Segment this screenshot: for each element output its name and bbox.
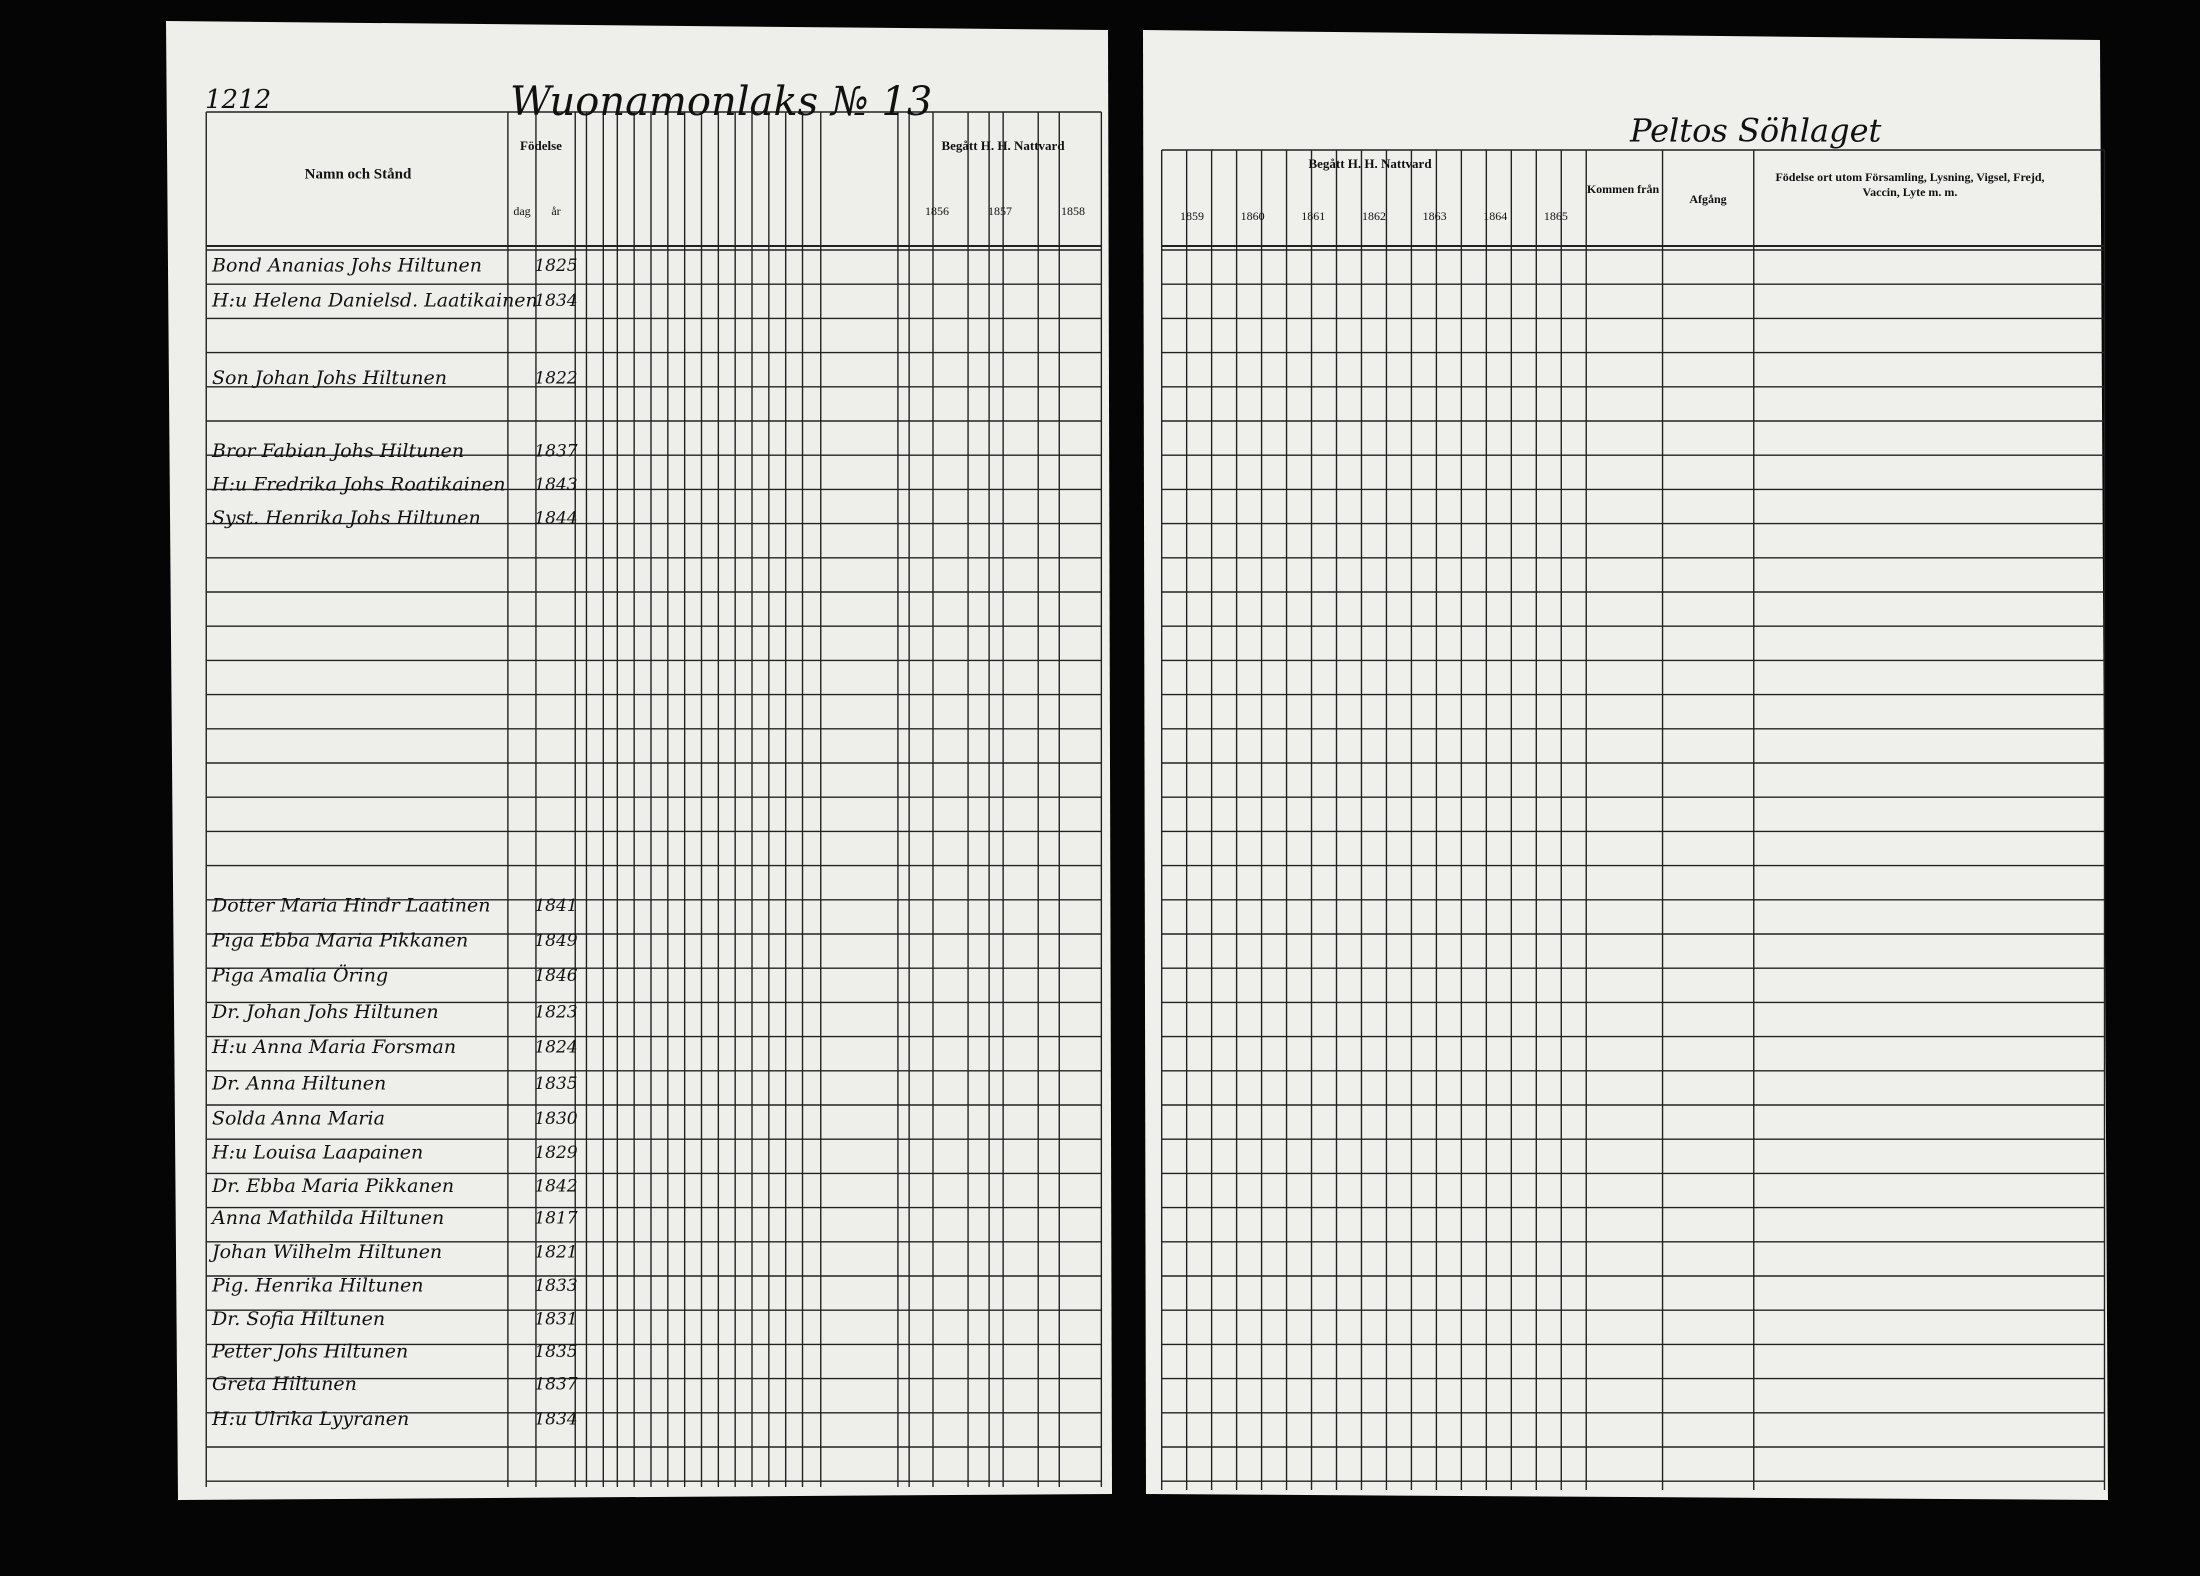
person-name: Dr. Sofia Hiltunen xyxy=(211,1308,385,1330)
person-name: Anna Mathilda Hiltunen xyxy=(210,1207,444,1229)
person-name: H:u Ulrika Lyyranen xyxy=(211,1408,409,1430)
year-label: 1859 xyxy=(1180,209,1204,223)
birth-year: 1849 xyxy=(534,931,577,951)
person-name: Bror Fabian Johs Hiltunen xyxy=(211,440,464,462)
birth-year: 1821 xyxy=(534,1242,577,1262)
ruling xyxy=(205,111,2106,1490)
year-label: 1858 xyxy=(1061,204,1085,218)
birth-year: 1822 xyxy=(534,368,577,388)
birth-header: Födelse xyxy=(520,138,562,153)
birth-year: 1835 xyxy=(534,1074,577,1094)
birth-year: 1829 xyxy=(534,1143,577,1163)
departure-header: Afgång xyxy=(1689,192,1726,206)
year-label: 1862 xyxy=(1362,209,1386,223)
birth-year: 1843 xyxy=(534,475,577,495)
birth-year: 1823 xyxy=(534,1002,577,1022)
came-from-header: Kommen från xyxy=(1587,182,1660,196)
year-label: 1863 xyxy=(1423,209,1447,223)
person-name: Johan Wilhelm Hiltunen xyxy=(208,1241,442,1263)
birth-year: 1833 xyxy=(534,1276,577,1296)
birth-year: 1837 xyxy=(534,441,577,461)
birth-year: 1834 xyxy=(534,291,577,311)
birth-year: 1844 xyxy=(534,509,577,529)
birth-year: 1817 xyxy=(534,1209,577,1229)
birth-year: 1824 xyxy=(534,1038,577,1058)
person-name: Bond Ananias Johs Hiltunen xyxy=(211,255,482,277)
notes-header: Födelse ort utom Församling, Lysning, Vi… xyxy=(1775,170,2045,199)
person-name: Dotter Maria Hindr Laatinen xyxy=(211,894,491,916)
birth-year: 1830 xyxy=(534,1109,577,1129)
birth-year: 1835 xyxy=(534,1342,577,1362)
birth-year: 1837 xyxy=(534,1374,577,1394)
year-label: 1864 xyxy=(1483,209,1507,223)
year-label: 1856 xyxy=(925,204,949,218)
person-name: Dr. Johan Johs Hiltunen xyxy=(211,1001,439,1023)
year-label: 1857 xyxy=(988,204,1012,218)
communion-header: Begått H. H. Nattvard xyxy=(1308,156,1432,171)
person-name: H:u Louisa Laapainen xyxy=(211,1141,423,1163)
person-name: Dr. Ebba Maria Pikkanen xyxy=(211,1175,454,1197)
birth-year: 1831 xyxy=(534,1310,577,1330)
year-header: år xyxy=(551,204,560,218)
page-number: 1212 xyxy=(205,85,271,115)
person-name: Son Johan Johs Hiltunen xyxy=(212,367,447,389)
person-name: Solda Anna Maria xyxy=(212,1108,385,1130)
person-name: H:u Fredrika Johs Roatikainen xyxy=(211,473,505,495)
person-name: Piga Amalia Öring xyxy=(211,963,388,986)
person-name: Pig. Henrika Hiltunen xyxy=(211,1275,424,1297)
household-title: Peltos Söhlaget xyxy=(1629,112,1882,150)
person-name: Greta Hiltunen xyxy=(212,1373,357,1395)
name-header: Namn och Stånd xyxy=(305,166,412,182)
communion-header: Begått H. H. Nattvard xyxy=(941,138,1065,153)
birth-year: 1842 xyxy=(534,1176,577,1196)
person-name: Petter Johs Hiltunen xyxy=(211,1340,408,1362)
person-name: Dr. Anna Hiltunen xyxy=(211,1073,386,1095)
year-label: 1860 xyxy=(1241,209,1265,223)
person-name: H:u Helena Danielsd. Laatikainen xyxy=(211,290,538,312)
right-page xyxy=(1143,30,2108,1500)
year-label: 1861 xyxy=(1301,209,1325,223)
person-name: H:u Anna Maria Forsman xyxy=(211,1036,456,1058)
birth-year: 1846 xyxy=(534,966,577,986)
birth-year: 1825 xyxy=(534,256,577,276)
birth-year: 1834 xyxy=(534,1409,577,1429)
left-page xyxy=(166,21,1112,1500)
day-header: dag xyxy=(513,204,530,218)
year-label: 1865 xyxy=(1544,209,1568,223)
person-name: Syst. Henrika Johs Hiltunen xyxy=(212,507,481,529)
village-title: Wuonamonlaks № 13 xyxy=(510,79,932,125)
notes-header-box: Födelse ort utom Församling, Lysning, Vi… xyxy=(1775,170,2045,199)
person-name: Piga Ebba Maria Pikkanen xyxy=(211,929,468,951)
birth-year: 1841 xyxy=(534,896,577,916)
